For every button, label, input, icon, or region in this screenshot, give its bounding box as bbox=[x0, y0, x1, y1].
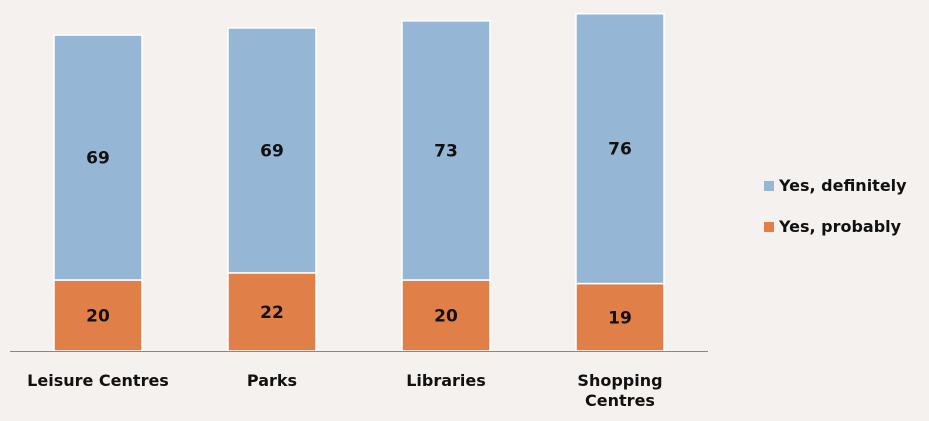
data-label: 22 bbox=[260, 303, 284, 323]
legend-swatch bbox=[764, 180, 774, 191]
data-label: 76 bbox=[608, 140, 632, 160]
legend-label: Yes, definitely bbox=[779, 176, 907, 195]
bar-segment bbox=[53, 34, 143, 281]
data-label: 69 bbox=[86, 149, 110, 169]
x-tick-label: Shopping Centres bbox=[577, 371, 663, 410]
legend-item: Yes, probably bbox=[764, 217, 901, 236]
data-label: 69 bbox=[260, 141, 284, 161]
bar-segment bbox=[53, 279, 143, 352]
data-label: 73 bbox=[434, 141, 458, 161]
x-tick-label: Libraries bbox=[406, 371, 486, 390]
legend-item: Yes, definitely bbox=[764, 176, 907, 195]
data-label: 20 bbox=[434, 307, 458, 327]
x-tick-label: Leisure Centres bbox=[27, 371, 169, 390]
bar-segment bbox=[575, 13, 665, 285]
x-tick-label: Parks bbox=[246, 371, 298, 390]
data-label: 20 bbox=[86, 307, 110, 327]
legend-swatch bbox=[764, 221, 774, 232]
bar-segment bbox=[227, 27, 317, 274]
legend-label: Yes, probably bbox=[779, 217, 902, 236]
data-label: 19 bbox=[608, 308, 632, 328]
bar-segment bbox=[401, 20, 491, 281]
